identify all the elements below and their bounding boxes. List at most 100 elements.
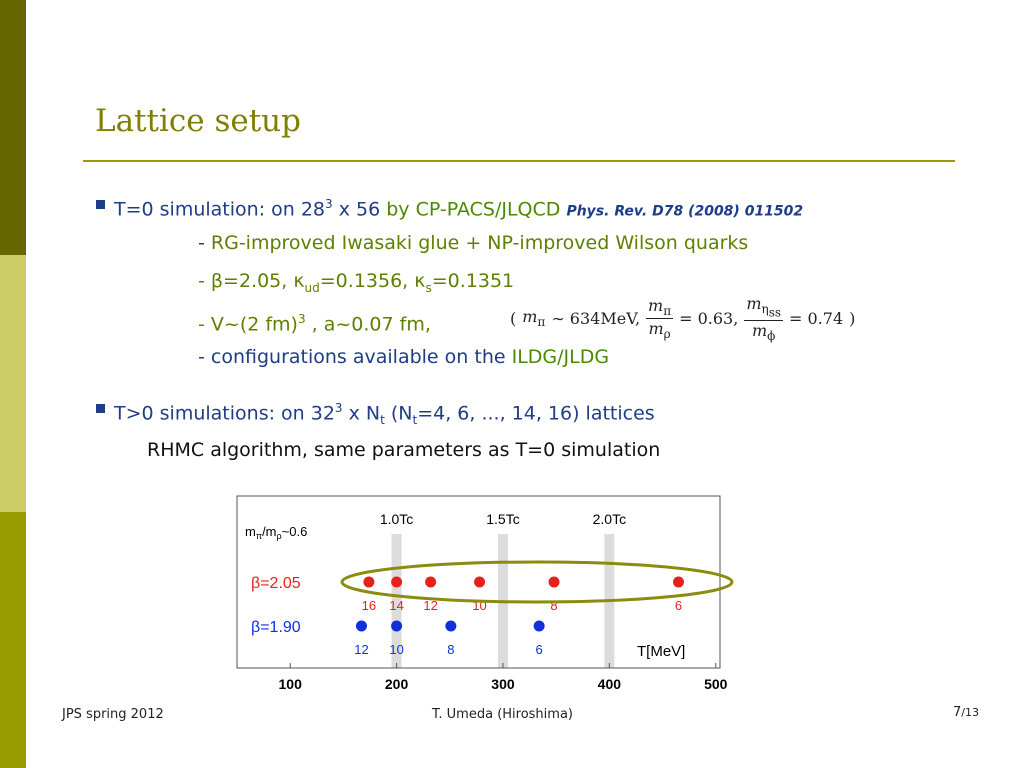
bullet-marker: [96, 404, 105, 413]
x-tick-label: 300: [491, 676, 515, 692]
footer-left: JPS spring 2012: [62, 707, 164, 722]
text: m: [648, 295, 664, 315]
text: =0.1351: [431, 270, 515, 292]
text: 3: [325, 197, 333, 211]
sub-item: - RG-improved Iwasaki glue + NP-improved…: [198, 231, 748, 255]
text: /13: [961, 706, 979, 719]
text: -: [198, 232, 205, 254]
text: x 56: [332, 198, 387, 221]
side-bar: [0, 512, 26, 768]
text: T>0 simulations: on 32: [114, 402, 335, 425]
side-bar: [0, 255, 26, 512]
text: /m: [262, 524, 276, 539]
text: π: [537, 315, 546, 330]
text: π: [256, 531, 262, 541]
sub-item: - V~(2 fm)3 , a~0.07 fm,: [198, 307, 431, 336]
point-label: 12: [423, 598, 437, 613]
text: ILDG/JLDG: [511, 346, 610, 368]
point-label: 8: [447, 642, 454, 657]
reference: Phys. Rev. D78 (2008) 011502: [566, 203, 804, 220]
point: [474, 576, 486, 588]
point: [355, 620, 367, 632]
tc-band: [391, 534, 402, 668]
text: t: [380, 413, 385, 428]
text: m: [648, 318, 664, 338]
side-bar: [0, 0, 26, 255]
text: - β=2.05, κ: [198, 270, 305, 292]
text: t: [412, 413, 418, 428]
text: m: [245, 524, 256, 539]
text: - configurations available on the: [198, 346, 512, 368]
page-number: 7/13: [953, 705, 979, 720]
text: ρ: [663, 327, 671, 342]
point-label: 12: [354, 642, 368, 657]
point: [673, 576, 685, 588]
bullet-marker: [96, 200, 105, 209]
text: =4, 6, ..., 14, 16) lattices: [417, 402, 655, 425]
text: by CP-PACS/JLQCD: [386, 198, 561, 221]
point-label: 8: [550, 598, 557, 613]
text: ~0.6: [282, 524, 308, 539]
point: [533, 620, 545, 632]
text: ud: [304, 280, 320, 295]
sub-item: - β=2.05, κud=0.1356, κs=0.1351: [198, 269, 514, 300]
text: π: [663, 303, 672, 318]
x-tick-label: 100: [279, 676, 303, 692]
text: , a~0.07 fm,: [305, 313, 431, 336]
rule: [83, 160, 955, 162]
text: ϕ: [767, 328, 776, 343]
x-tick-label: 200: [385, 676, 409, 692]
text: RG-improved Iwasaki glue + NP-improved W…: [210, 232, 749, 254]
text: ρ: [277, 531, 282, 541]
point: [391, 576, 403, 588]
text-line: RHMC algorithm, same parameters as T=0 s…: [147, 439, 661, 461]
text: s: [425, 280, 432, 295]
title: Lattice setup: [95, 103, 301, 139]
x-axis-label: T[MeV]: [637, 643, 685, 660]
point: [363, 576, 375, 588]
sub-item: - configurations available on the ILDG/J…: [198, 345, 609, 369]
text: η: [761, 302, 769, 317]
formula: ( mπ ∼ 634MeV, mπ mρ = 0.63, mηss mϕ = 0.7…: [510, 294, 855, 343]
text: (N: [384, 402, 413, 425]
text: (: [510, 308, 517, 328]
text: ∼ 634MeV,: [551, 308, 641, 328]
point-label: 14: [389, 598, 403, 613]
text: 7: [953, 705, 962, 720]
text: m: [522, 307, 538, 327]
text: - V~(2 fm): [198, 313, 298, 336]
bullet: T=0 simulation: on 283 x 56 by CP-PACS/J…: [114, 192, 803, 223]
text: =0.1356, κ: [319, 270, 426, 292]
tc-label: 1.0Tc: [380, 511, 413, 527]
x-tick-label: 400: [598, 676, 622, 692]
highlight-ellipse: [340, 560, 734, 604]
text: 3: [297, 312, 306, 326]
text: T=0 simulation: on 28: [114, 198, 326, 221]
legend-entry: β=2.05: [251, 575, 301, 592]
ratio-label: mπ/mρ~0.6: [245, 524, 307, 541]
point-label: 6: [675, 598, 682, 613]
text: m: [751, 320, 768, 340]
text: = 0.74: [789, 308, 844, 328]
text: x N: [342, 402, 381, 425]
point-label: 10: [389, 642, 403, 657]
text: ss: [768, 305, 782, 320]
point: [548, 576, 560, 588]
tc-label: 1.5Tc: [486, 511, 519, 527]
point: [391, 620, 403, 632]
point: [425, 576, 437, 588]
point-label: 6: [536, 642, 543, 657]
figure: mπ/mρ~0.6 T[MeV] 1.0Tc 1.5Tc 2.0Tc 100 200 30…: [236, 495, 734, 692]
plot-frame: [236, 495, 721, 669]
footer-center: T. Umeda (Hiroshima): [432, 707, 573, 722]
point: [445, 620, 457, 632]
legend-entry: β=1.90: [251, 619, 301, 636]
text: m: [746, 294, 762, 313]
x-tick-label: 500: [704, 676, 728, 692]
bullet: T>0 simulations: on 323 x Nt (Nt=4, 6, .…: [114, 396, 655, 432]
text: 3: [334, 401, 343, 415]
tc-label: 2.0Tc: [593, 511, 626, 527]
point-label: 16: [362, 598, 376, 613]
text: = 0.63,: [679, 308, 739, 328]
